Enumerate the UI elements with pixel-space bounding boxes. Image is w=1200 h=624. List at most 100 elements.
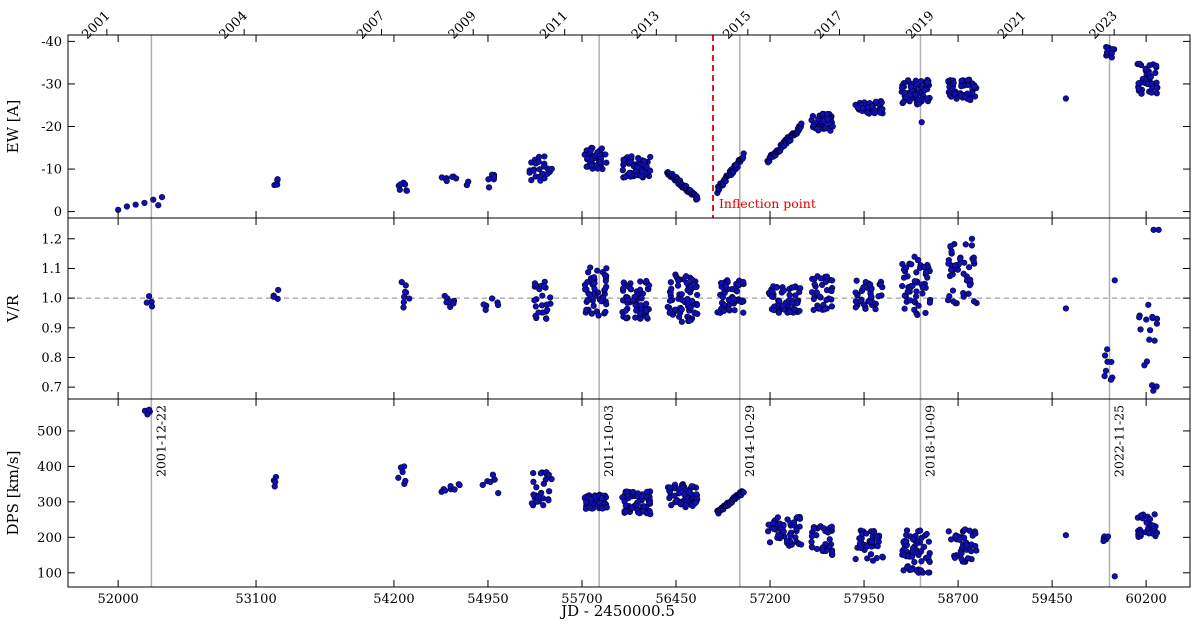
data-point bbox=[621, 174, 629, 181]
data-point bbox=[950, 79, 957, 86]
data-point bbox=[1153, 85, 1160, 92]
data-point bbox=[786, 291, 793, 299]
data-point bbox=[730, 295, 738, 303]
data-point bbox=[917, 527, 924, 534]
data-point bbox=[810, 525, 818, 533]
data-point bbox=[406, 295, 413, 302]
data-point bbox=[852, 555, 859, 563]
data-point bbox=[786, 308, 793, 315]
data-point bbox=[965, 264, 973, 271]
y-axis-label-vr: V/R bbox=[4, 294, 22, 323]
data-point bbox=[594, 165, 601, 172]
y-tick-label: 0.8 bbox=[41, 351, 62, 366]
data-point bbox=[770, 525, 777, 532]
data-point bbox=[622, 314, 630, 321]
data-point bbox=[768, 293, 776, 300]
data-point bbox=[400, 299, 407, 306]
data-point bbox=[948, 266, 955, 274]
data-point bbox=[823, 296, 830, 304]
data-point bbox=[533, 498, 540, 505]
x-tick-label: 55700 bbox=[561, 592, 602, 607]
data-point bbox=[1136, 60, 1143, 67]
data-point bbox=[546, 488, 553, 495]
data-point bbox=[480, 301, 487, 308]
data-point bbox=[489, 471, 497, 478]
data-point bbox=[1137, 530, 1144, 537]
data-point bbox=[495, 490, 502, 497]
data-point bbox=[817, 275, 825, 282]
data-point bbox=[583, 306, 590, 313]
data-point bbox=[808, 538, 815, 545]
data-point bbox=[791, 306, 798, 313]
data-point bbox=[947, 536, 955, 543]
data-point bbox=[1153, 529, 1161, 536]
data-point bbox=[638, 295, 645, 302]
data-point bbox=[688, 483, 695, 490]
data-point bbox=[599, 495, 606, 502]
data-point bbox=[740, 150, 747, 157]
data-point bbox=[719, 294, 726, 301]
y-axis-label-dps: DPS [km/s] bbox=[4, 451, 22, 536]
data-point bbox=[1100, 537, 1107, 545]
data-point bbox=[601, 286, 608, 293]
y-tick-label: 0 bbox=[54, 205, 62, 220]
y-tick-label: 200 bbox=[37, 531, 62, 546]
data-point bbox=[815, 305, 822, 312]
data-point bbox=[531, 297, 538, 304]
x-tick-label: 60200 bbox=[1125, 592, 1166, 607]
y-tick-label: 400 bbox=[37, 460, 62, 475]
data-point bbox=[828, 548, 835, 555]
data-point bbox=[1153, 383, 1160, 390]
panel-frame-ew bbox=[67, 34, 1191, 219]
data-point bbox=[921, 87, 928, 94]
data-point bbox=[814, 126, 821, 133]
data-point bbox=[1101, 373, 1108, 380]
data-point bbox=[960, 270, 967, 277]
data-point bbox=[647, 167, 654, 174]
y-tick-label: 0.9 bbox=[41, 321, 62, 336]
data-point bbox=[132, 201, 139, 208]
data-point bbox=[907, 297, 914, 304]
data-point bbox=[270, 293, 277, 300]
data-point bbox=[143, 299, 150, 306]
data-point bbox=[588, 162, 595, 169]
marker-date-label: 2014-10-29 bbox=[742, 405, 757, 477]
data-point bbox=[918, 119, 925, 126]
data-point bbox=[877, 281, 884, 288]
data-point bbox=[1153, 320, 1161, 327]
data-point bbox=[904, 288, 911, 295]
data-point bbox=[828, 303, 835, 310]
data-point bbox=[643, 163, 650, 170]
data-point bbox=[677, 500, 684, 507]
data-point bbox=[950, 298, 957, 305]
data-point bbox=[1108, 50, 1115, 57]
data-point bbox=[683, 501, 690, 509]
data-point bbox=[155, 202, 162, 209]
data-point bbox=[682, 273, 690, 280]
y-axis-label-ew: EW [A] bbox=[4, 100, 22, 154]
data-point bbox=[770, 520, 777, 527]
data-point bbox=[667, 484, 674, 491]
data-point bbox=[774, 514, 782, 521]
data-point bbox=[1104, 533, 1112, 540]
data-point bbox=[952, 262, 959, 269]
x-tick-label: 54950 bbox=[467, 592, 508, 607]
y-tick-label: -10 bbox=[41, 163, 62, 178]
data-point bbox=[1101, 352, 1109, 359]
data-point bbox=[796, 515, 804, 522]
data-point bbox=[863, 530, 870, 537]
data-point bbox=[532, 303, 539, 310]
data-point bbox=[540, 480, 547, 487]
y-tick-label: -40 bbox=[41, 35, 62, 50]
data-point bbox=[829, 123, 836, 130]
data-point bbox=[620, 285, 627, 292]
data-point bbox=[922, 269, 930, 276]
data-point bbox=[925, 569, 932, 576]
data-point bbox=[853, 277, 860, 284]
data-point bbox=[602, 151, 609, 158]
year-tick-label: 2021 bbox=[995, 9, 1029, 43]
data-point bbox=[640, 503, 647, 510]
data-point bbox=[779, 302, 786, 309]
data-point bbox=[530, 478, 537, 485]
data-point bbox=[274, 176, 281, 183]
